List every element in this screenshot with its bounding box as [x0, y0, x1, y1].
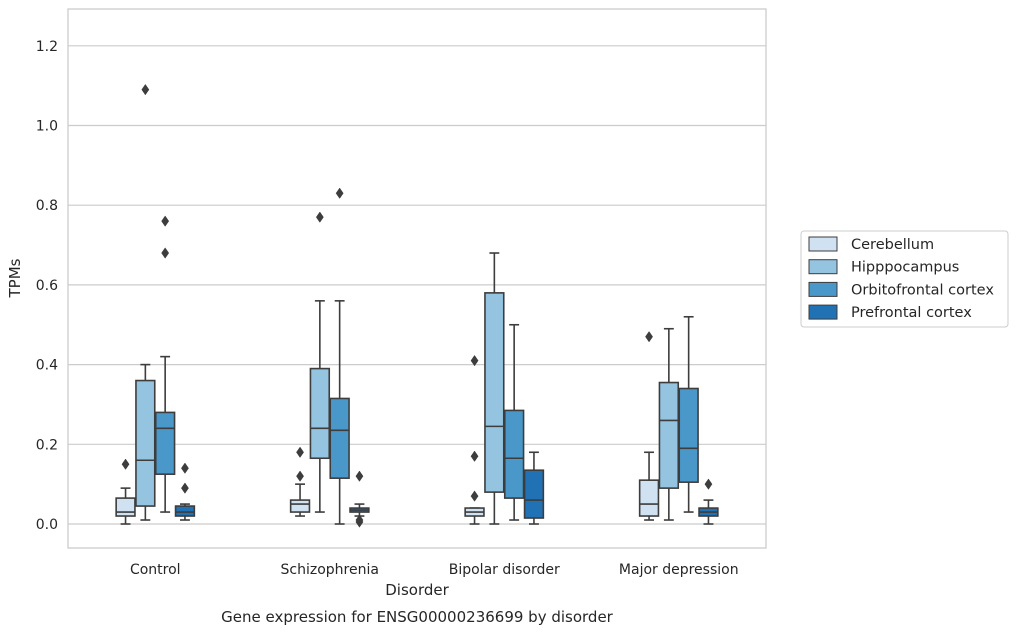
- x-tick-label: Schizophrenia: [281, 562, 379, 578]
- legend-swatch: [808, 259, 838, 275]
- box-iqr: [174, 505, 196, 517]
- box-iqr: [309, 367, 331, 460]
- box-major-depression: [638, 331, 660, 521]
- legend-swatch: [808, 304, 838, 320]
- legend-label: Prefrontal cortex: [851, 305, 972, 321]
- outlier-point: [470, 354, 479, 367]
- box-schizophrenia: [309, 211, 331, 513]
- box-schizophrenia: [349, 470, 370, 528]
- legend-label: Orbitofrontal cortex: [851, 282, 994, 298]
- series-hipppocampus: [135, 83, 680, 525]
- legend-frame: [800, 230, 1009, 328]
- y-tick-label: 0.6: [36, 278, 58, 294]
- y-axis-ticks: 0.0 0.2 0.4 0.6 0.8 1.0 1.2: [36, 39, 58, 533]
- box-iqr: [289, 499, 311, 513]
- box-iqr: [135, 379, 156, 507]
- box-control: [115, 458, 136, 525]
- box-bipolar-disorder: [503, 323, 525, 521]
- box-iqr: [523, 469, 545, 519]
- box-iqr: [115, 497, 136, 517]
- y-tick-label: 0.0: [36, 517, 58, 533]
- outlier-point: [296, 446, 304, 458]
- box-iqr: [154, 411, 176, 475]
- box-control: [174, 462, 196, 521]
- box-iqr: [638, 479, 660, 517]
- legend-label: Cerebellum: [851, 237, 934, 253]
- outlier-point: [335, 187, 344, 199]
- gridlines: [68, 45, 766, 525]
- box-iqr: [329, 397, 350, 479]
- x-tick-label: Bipolar disorder: [449, 562, 560, 578]
- outlier-point: [645, 331, 653, 343]
- box-major-depression: [658, 327, 680, 521]
- legend-swatch: [808, 281, 838, 297]
- y-tick-label: 0.8: [36, 198, 58, 214]
- outlier-point: [704, 478, 713, 490]
- outlier-point: [141, 83, 150, 96]
- plot-frame: [67, 8, 767, 549]
- x-axis-label: Disorder: [385, 581, 449, 599]
- box-control: [154, 215, 176, 513]
- series-orbitofrontal-cortex: [154, 187, 699, 525]
- figure-caption: Gene expression for ENSG00000236699 by d…: [221, 608, 614, 626]
- box-major-depression: [678, 315, 699, 513]
- outlier-point: [296, 470, 304, 482]
- outlier-point: [470, 490, 479, 502]
- box-iqr: [678, 387, 699, 483]
- outlier-point: [161, 247, 170, 259]
- box-major-depression: [698, 478, 719, 525]
- outlier-point: [181, 462, 189, 474]
- x-tick-label: Control: [130, 562, 181, 578]
- outlier-point: [161, 215, 170, 227]
- legend: Cerebellum Hipppocampus Orbitofrontal cort…: [800, 230, 1009, 328]
- box-control: [135, 83, 156, 521]
- y-tick-label: 1.2: [36, 39, 58, 55]
- box-bipolar-disorder: [523, 451, 545, 525]
- outlier-point: [470, 450, 479, 462]
- box-schizophrenia: [289, 446, 311, 517]
- y-tick-label: 1.0: [36, 119, 58, 135]
- box-bipolar-disorder: [484, 252, 505, 525]
- series-cerebellum: [115, 331, 660, 525]
- outlier-point: [315, 211, 324, 223]
- outlier-point: [121, 458, 130, 470]
- x-axis-ticks: Control Schizophrenia Bipolar disorder Majo…: [130, 562, 739, 578]
- box-iqr: [658, 381, 680, 489]
- outlier-point: [355, 470, 364, 482]
- y-tick-label: 0.2: [36, 437, 58, 453]
- y-tick-label: 0.4: [36, 358, 58, 374]
- box-iqr: [503, 409, 525, 499]
- box-layer: [115, 83, 719, 528]
- outlier-point: [181, 482, 189, 494]
- legend-swatch: [808, 236, 838, 252]
- box-bipolar-disorder: [464, 354, 485, 525]
- x-tick-label: Major depression: [619, 562, 739, 578]
- box-iqr: [484, 292, 505, 493]
- outlier-point: [355, 514, 364, 526]
- y-axis-label: TPMs: [6, 258, 24, 298]
- box-schizophrenia: [329, 187, 350, 525]
- legend-label: Hipppocampus: [851, 260, 959, 276]
- series-prefrontal-cortex: [174, 451, 719, 528]
